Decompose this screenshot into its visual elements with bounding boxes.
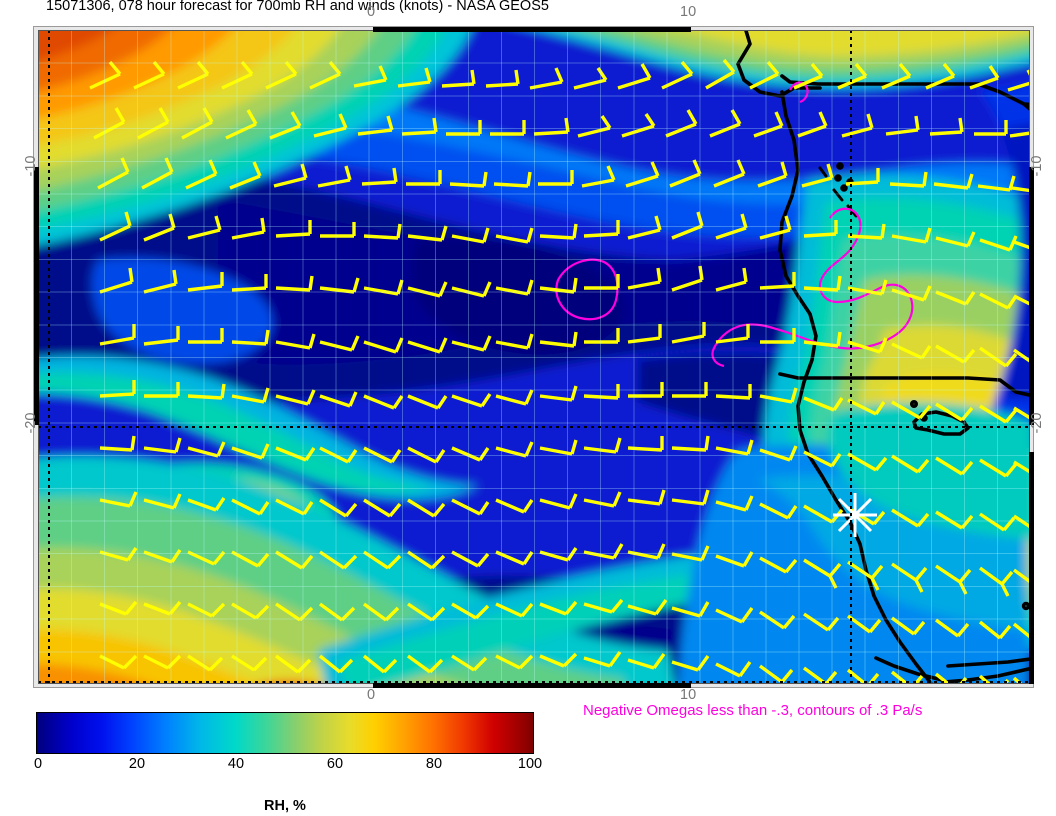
axis-bar-right-lower bbox=[1029, 452, 1034, 684]
latitude-reference-line-south bbox=[38, 681, 1030, 683]
ytick-right-minus20: -20 bbox=[1029, 412, 1045, 434]
colorbar-tick-40: 40 bbox=[227, 756, 245, 772]
colorbar-group: 0 20 40 60 80 100 RH, % bbox=[33, 712, 542, 814]
colorbar-tick-0: 0 bbox=[33, 756, 43, 772]
colorbar-tick-60: 60 bbox=[326, 756, 344, 772]
xtick-bottom-10: 10 bbox=[680, 687, 697, 703]
colorbar-tick-80: 80 bbox=[425, 756, 443, 772]
xtick-bottom-0: 0 bbox=[367, 687, 376, 703]
longitude-reference-line-east bbox=[850, 30, 852, 684]
xtick-top-10: 10 bbox=[680, 4, 697, 20]
axis-bar-right bbox=[1029, 167, 1034, 425]
colorbar-label: RH, % bbox=[264, 798, 306, 814]
colorbar-gradient[interactable] bbox=[36, 712, 534, 754]
xtick-top-0: 0 bbox=[367, 4, 376, 20]
omega-caption: Negative Omegas less than -.3, contours … bbox=[583, 702, 923, 719]
longitude-reference-line-west bbox=[48, 30, 50, 684]
colorbar-tick-100: 100 bbox=[517, 756, 543, 772]
coastlines-and-borders bbox=[736, 30, 1030, 684]
map-gridlines bbox=[38, 30, 1030, 684]
ytick-right-minus10: -10 bbox=[1029, 155, 1045, 177]
axis-bar-left bbox=[34, 167, 39, 425]
wind-barbs bbox=[89, 58, 1030, 684]
axis-bar-bottom bbox=[373, 683, 691, 688]
rh-contour-field bbox=[38, 30, 1030, 684]
latitude-reference-line bbox=[38, 426, 1030, 428]
ytick-left-minus10: -10 bbox=[23, 155, 39, 177]
colorbar-tick-20: 20 bbox=[128, 756, 146, 772]
map-plot-area[interactable] bbox=[38, 30, 1030, 684]
axis-bar-top bbox=[373, 27, 691, 32]
station-star-marker[interactable] bbox=[833, 493, 877, 537]
chart-title: 15071306, 078 hour forecast for 700mb RH… bbox=[46, 0, 549, 14]
colorbar-ticks: 0 20 40 60 80 100 bbox=[33, 754, 542, 774]
ytick-left-minus20: -20 bbox=[23, 412, 39, 434]
